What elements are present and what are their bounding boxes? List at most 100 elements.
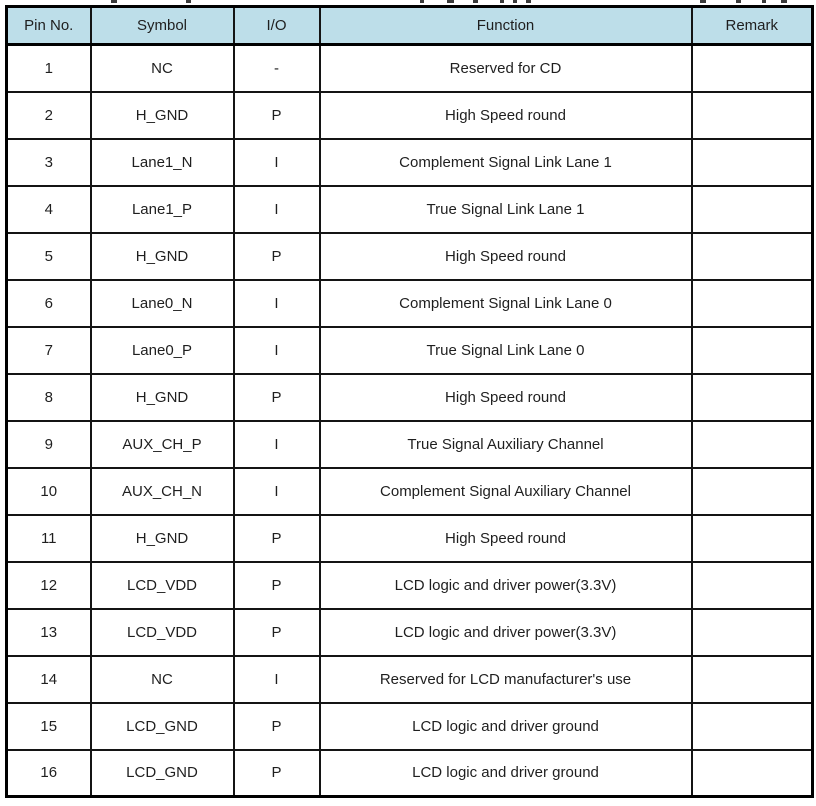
cropped-text-fragment [186, 0, 191, 3]
cropped-text-fragment [500, 0, 504, 3]
header-remark: Remark [690, 5, 814, 46]
cropped-text-fragment [700, 0, 706, 3]
pin-cell: 2 [5, 90, 92, 140]
table-row: 8 H_GND P High Speed round [5, 372, 814, 422]
io-cell: P [232, 90, 321, 140]
table-row: 2 H_GND P High Speed round [5, 90, 814, 140]
cropped-text-fragment [447, 0, 454, 3]
remark-cell [690, 466, 814, 516]
pin-cell: 6 [5, 278, 92, 328]
symbol-cell: H_GND [89, 231, 235, 281]
header-io: I/O [232, 5, 321, 46]
header-function: Function [318, 5, 693, 46]
table-row: 6 Lane0_N I Complement Signal Link Lane … [5, 278, 814, 328]
remark-cell [690, 325, 814, 375]
io-cell: - [232, 43, 321, 93]
function-cell: True Signal Link Lane 0 [318, 325, 693, 375]
table-row: 13 LCD_VDD P LCD logic and driver power(… [5, 607, 814, 657]
symbol-cell: LCD_VDD [89, 607, 235, 657]
table-row: 3 Lane1_N I Complement Signal Link Lane … [5, 137, 814, 187]
io-cell: I [232, 325, 321, 375]
symbol-cell: LCD_GND [89, 748, 235, 798]
io-cell: P [232, 560, 321, 610]
cropped-text-fragment [526, 0, 531, 3]
function-cell: True Signal Auxiliary Channel [318, 419, 693, 469]
io-cell: I [232, 278, 321, 328]
io-cell: I [232, 654, 321, 704]
cropped-text-fragment [111, 0, 117, 3]
symbol-cell: NC [89, 43, 235, 93]
symbol-cell: AUX_CH_N [89, 466, 235, 516]
pin-cell: 11 [5, 513, 92, 563]
remark-cell [690, 513, 814, 563]
function-cell: Reserved for CD [318, 43, 693, 93]
remark-cell [690, 701, 814, 751]
table-row: 4 Lane1_P I True Signal Link Lane 1 [5, 184, 814, 234]
symbol-cell: NC [89, 654, 235, 704]
cropped-text-fragment [473, 0, 478, 3]
pin-cell: 8 [5, 372, 92, 422]
remark-cell [690, 372, 814, 422]
symbol-cell: Lane1_P [89, 184, 235, 234]
pin-cell: 5 [5, 231, 92, 281]
remark-cell [690, 560, 814, 610]
function-cell: LCD logic and driver power(3.3V) [318, 560, 693, 610]
table-row: 1 NC - Reserved for CD [5, 43, 814, 93]
pin-cell: 13 [5, 607, 92, 657]
pin-cell: 4 [5, 184, 92, 234]
table-row: 11 H_GND P High Speed round [5, 513, 814, 563]
pin-cell: 10 [5, 466, 92, 516]
io-cell: P [232, 231, 321, 281]
io-cell: P [232, 513, 321, 563]
remark-cell [690, 43, 814, 93]
remark-cell [690, 137, 814, 187]
pin-cell: 16 [5, 748, 92, 798]
remark-cell [690, 654, 814, 704]
remark-cell [690, 90, 814, 140]
table-row: 15 LCD_GND P LCD logic and driver ground [5, 701, 814, 751]
cropped-text-fragment [781, 0, 787, 3]
cropped-text-fragment [513, 0, 517, 3]
io-cell: P [232, 701, 321, 751]
table-row: 10 AUX_CH_N I Complement Signal Auxiliar… [5, 466, 814, 516]
function-cell: High Speed round [318, 372, 693, 422]
pin-cell: 3 [5, 137, 92, 187]
symbol-cell: H_GND [89, 513, 235, 563]
pin-cell: 12 [5, 560, 92, 610]
cropped-text-fragment [762, 0, 766, 3]
pin-assignment-table: Pin No. Symbol I/O Function Remark 1 NC … [5, 5, 814, 798]
symbol-cell: Lane0_P [89, 325, 235, 375]
cropped-text-fragment [420, 0, 424, 3]
io-cell: I [232, 419, 321, 469]
remark-cell [690, 184, 814, 234]
remark-cell [690, 231, 814, 281]
symbol-cell: Lane0_N [89, 278, 235, 328]
table-row: 5 H_GND P High Speed round [5, 231, 814, 281]
io-cell: I [232, 466, 321, 516]
function-cell: LCD logic and driver ground [318, 748, 693, 798]
function-cell: Reserved for LCD manufacturer's use [318, 654, 693, 704]
symbol-cell: AUX_CH_P [89, 419, 235, 469]
function-cell: True Signal Link Lane 1 [318, 184, 693, 234]
io-cell: P [232, 607, 321, 657]
symbol-cell: Lane1_N [89, 137, 235, 187]
function-cell: Complement Signal Link Lane 1 [318, 137, 693, 187]
remark-cell [690, 419, 814, 469]
pin-cell: 15 [5, 701, 92, 751]
pin-cell: 14 [5, 654, 92, 704]
function-cell: LCD logic and driver ground [318, 701, 693, 751]
table-row: 16 LCD_GND P LCD logic and driver ground [5, 748, 814, 798]
function-cell: LCD logic and driver power(3.3V) [318, 607, 693, 657]
pin-cell: 1 [5, 43, 92, 93]
symbol-cell: H_GND [89, 90, 235, 140]
function-cell: High Speed round [318, 231, 693, 281]
symbol-cell: H_GND [89, 372, 235, 422]
table-row: 7 Lane0_P I True Signal Link Lane 0 [5, 325, 814, 375]
table-row: 12 LCD_VDD P LCD logic and driver power(… [5, 560, 814, 610]
remark-cell [690, 607, 814, 657]
header-symbol: Symbol [89, 5, 235, 46]
function-cell: Complement Signal Auxiliary Channel [318, 466, 693, 516]
function-cell: High Speed round [318, 90, 693, 140]
symbol-cell: LCD_GND [89, 701, 235, 751]
remark-cell [690, 748, 814, 798]
